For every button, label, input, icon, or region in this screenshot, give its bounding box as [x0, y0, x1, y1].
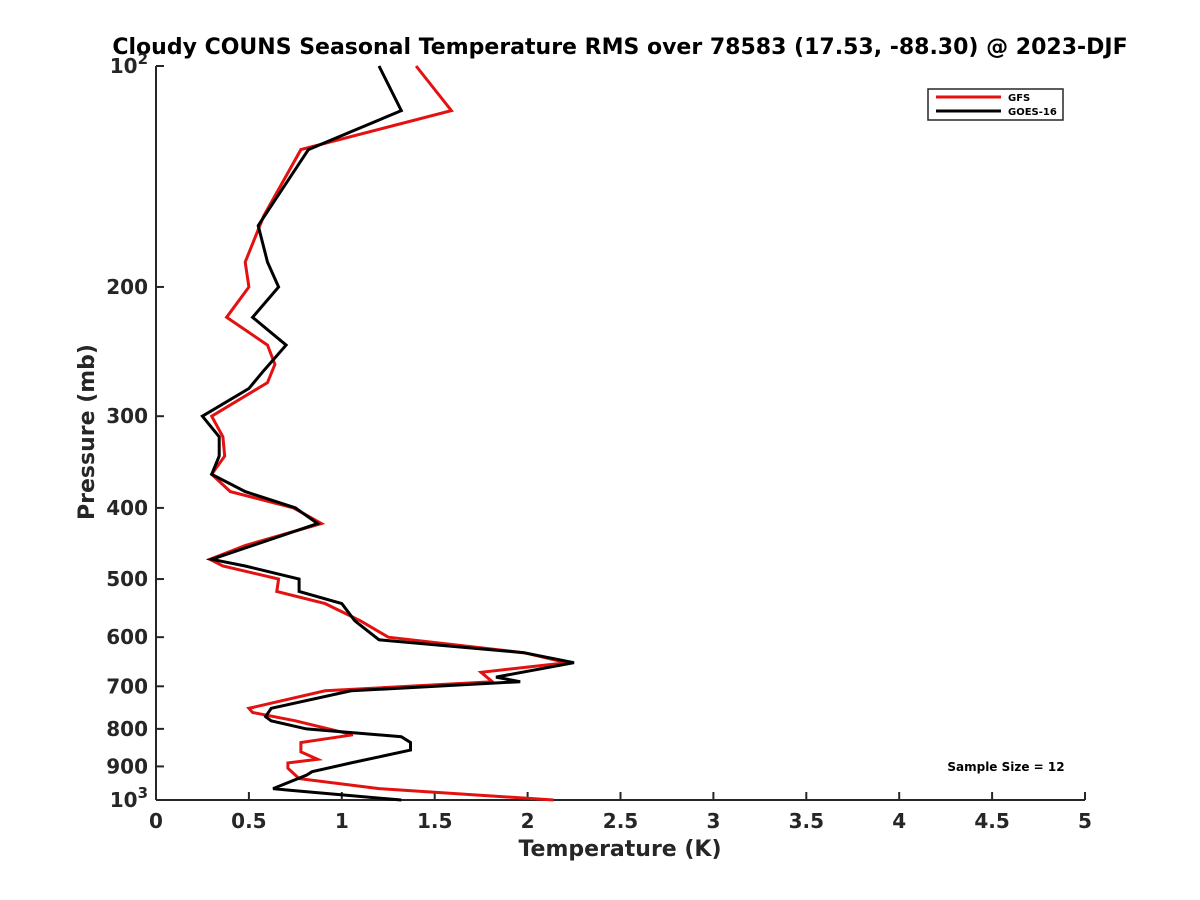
- legend-label: GOES-16: [1008, 107, 1057, 118]
- legend-label: GFS: [1008, 93, 1030, 104]
- x-tick-label: 2.5: [603, 809, 638, 833]
- x-tick-label: 1: [335, 809, 349, 833]
- y-tick-label: 200: [106, 275, 148, 299]
- y-tick-label: 103: [110, 784, 148, 812]
- series-line-goes-16: [200, 65, 575, 802]
- y-tick-label: 800: [106, 717, 148, 741]
- x-tick-label: 0: [149, 809, 163, 833]
- x-tick-label: 3.5: [789, 809, 824, 833]
- series-line-gfs: [206, 65, 567, 802]
- y-tick-label: 500: [106, 567, 148, 591]
- sample-size-annotation: Sample Size = 12: [947, 760, 1064, 774]
- y-tick-label: 900: [106, 754, 148, 778]
- y-tick-label: 400: [106, 496, 148, 520]
- y-tick-label: 700: [106, 674, 148, 698]
- axes: [155, 66, 1085, 801]
- x-tick-label: 5: [1078, 809, 1092, 833]
- x-tick-label: 4.5: [974, 809, 1009, 833]
- chart-title: Cloudy COUNS Seasonal Temperature RMS ov…: [112, 35, 1127, 60]
- y-tick-label: 600: [106, 625, 148, 649]
- x-axis-label: Temperature (K): [518, 837, 721, 862]
- x-tick-label: 2: [521, 809, 535, 833]
- plot-lines: [200, 65, 575, 802]
- x-tick-label: 0.5: [231, 809, 266, 833]
- y-axis-label: Pressure (mb): [75, 344, 100, 520]
- legend: GFS GOES-16: [927, 88, 1064, 121]
- x-tick-label: 3: [706, 809, 720, 833]
- x-axis-ticks: 0 0.5 1 1.5 2 2.5 3 3.5 4 4.5 5: [149, 792, 1092, 833]
- x-tick-label: 1.5: [417, 809, 452, 833]
- y-tick-label: 102: [110, 50, 148, 78]
- legend-box: [927, 88, 1064, 121]
- y-tick-label: 300: [106, 404, 148, 428]
- x-tick-label: 4: [892, 809, 906, 833]
- y-axis-ticks: 102 200 300 400 500 600 700 800 900 103: [106, 50, 164, 812]
